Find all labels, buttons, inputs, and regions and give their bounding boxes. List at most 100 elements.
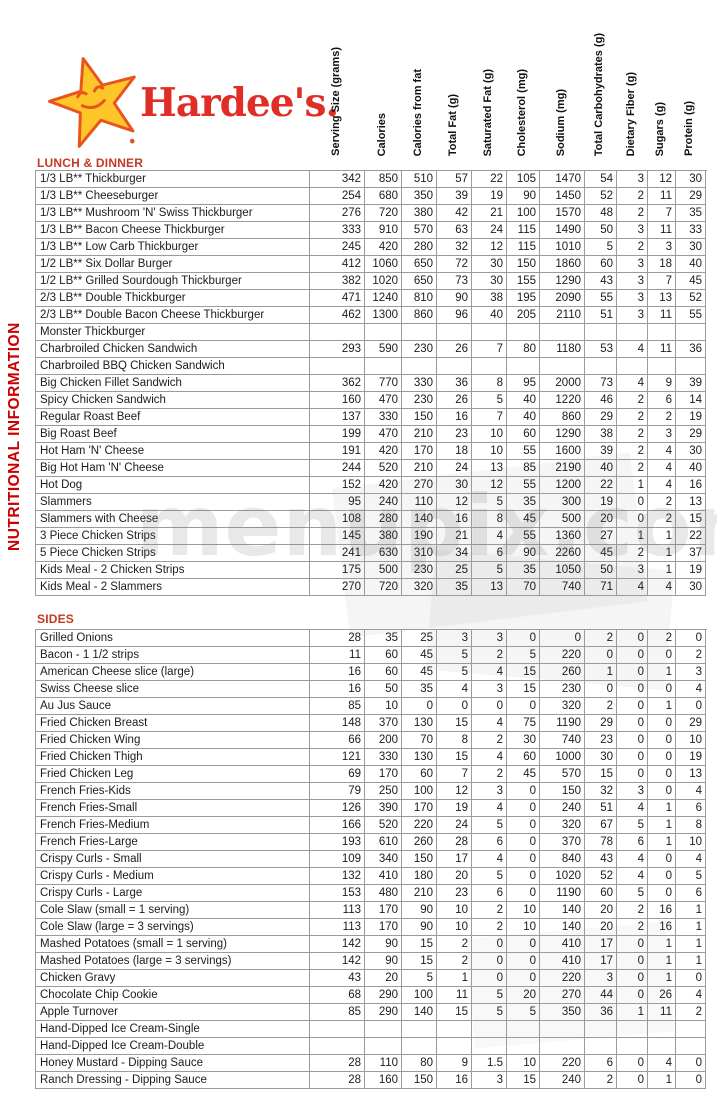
value-cell: 470 — [365, 392, 402, 409]
value-cell: 0 — [676, 630, 706, 647]
table-row: Grilled Onions 28 35 25 3 3 0 0 2 0 2 0 — [36, 630, 707, 647]
section-title-lunch-dinner: LUNCH & DINNER — [37, 156, 144, 170]
value-cell: 70 — [402, 732, 437, 749]
value-cell: 36 — [437, 375, 472, 392]
value-cell: 6 — [617, 834, 648, 851]
item-name: Cole Slaw (large = 3 servings) — [36, 919, 310, 936]
value-cell: 2 — [676, 1004, 706, 1021]
table-row: 1/2 LB** Six Dollar Burger 412 1060 650 72 30… — [36, 256, 707, 273]
value-cell: 51 — [585, 307, 617, 324]
value-cell: 109 — [310, 851, 365, 868]
item-name: Big Hot Ham 'N' Cheese — [36, 460, 310, 477]
value-cell: 19 — [676, 562, 706, 579]
value-cell: 73 — [585, 375, 617, 392]
value-cell: 0 — [472, 970, 507, 987]
value-cell: 30 — [676, 443, 706, 460]
table-row: 1/3 LB** Thickburger 342 850 510 57 22 105 1470… — [36, 171, 707, 188]
value-cell: 30 — [676, 239, 706, 256]
value-cell: 1 — [648, 698, 676, 715]
value-cell: 1 — [648, 528, 676, 545]
table-row: 1/3 LB** Bacon Cheese Thickburger 333 910 5… — [36, 222, 707, 239]
value-cell: 1860 — [540, 256, 585, 273]
value-cell: 60 — [585, 885, 617, 902]
value-cell: 4 — [472, 800, 507, 817]
value-cell: 10 — [472, 443, 507, 460]
table-row: Honey Mustard - Dipping Sauce 28 110 80 9 1.5… — [36, 1055, 707, 1072]
value-cell: 35 — [402, 681, 437, 698]
table-row: American Cheese slice (large) 16 60 45 5 4 15 2… — [36, 664, 707, 681]
value-cell: 100 — [402, 783, 437, 800]
value-cell: 5 — [676, 868, 706, 885]
value-cell: 43 — [585, 851, 617, 868]
value-cell: 63 — [437, 222, 472, 239]
value-cell — [402, 358, 437, 375]
value-cell: 350 — [540, 1004, 585, 1021]
value-cell: 1200 — [540, 477, 585, 494]
table-row: Ranch Dressing - Dipping Sauce 28 160 150 16… — [36, 1072, 707, 1089]
value-cell: 60 — [507, 749, 540, 766]
value-cell: 0 — [472, 698, 507, 715]
item-name: Monster Thickburger — [36, 324, 310, 341]
value-cell: 570 — [402, 222, 437, 239]
value-cell — [617, 324, 648, 341]
value-cell: 130 — [402, 749, 437, 766]
value-cell: 1000 — [540, 749, 585, 766]
value-cell: 68 — [310, 987, 365, 1004]
value-cell: 50 — [585, 562, 617, 579]
value-cell: 420 — [365, 443, 402, 460]
hardees-logo: Hardee's. — [46, 50, 339, 150]
value-cell: 0 — [507, 834, 540, 851]
value-cell: 1 — [648, 834, 676, 851]
value-cell: 720 — [365, 205, 402, 222]
value-cell: 15 — [402, 953, 437, 970]
value-cell: 5 — [507, 647, 540, 664]
value-cell — [365, 358, 402, 375]
table-row: Big Chicken Fillet Sandwich 362 770 330 36 8 9… — [36, 375, 707, 392]
value-cell: 6 — [472, 834, 507, 851]
value-cell: 150 — [507, 256, 540, 273]
value-cell: 45 — [507, 511, 540, 528]
value-cell: 280 — [402, 239, 437, 256]
value-cell: 10 — [676, 834, 706, 851]
value-cell — [472, 358, 507, 375]
value-cell: 380 — [365, 528, 402, 545]
value-cell — [540, 358, 585, 375]
value-cell: 16 — [676, 477, 706, 494]
table-row: Slammers with Cheese 108 280 140 16 8 45 500 20 0… — [36, 511, 707, 528]
value-cell: 4 — [648, 443, 676, 460]
item-name: Regular Roast Beef — [36, 409, 310, 426]
value-cell: 29 — [676, 188, 706, 205]
value-cell: 27 — [585, 528, 617, 545]
value-cell: 75 — [507, 715, 540, 732]
value-cell: 5 — [472, 868, 507, 885]
item-name: Chicken Gravy — [36, 970, 310, 987]
value-cell: 270 — [540, 987, 585, 1004]
value-cell — [437, 358, 472, 375]
column-header: Sugars (g) — [647, 4, 675, 156]
value-cell — [402, 324, 437, 341]
item-name: Chocolate Chip Cookie — [36, 987, 310, 1004]
column-header-label: Sugars (g) — [654, 101, 666, 156]
item-name: 5 Piece Chicken Strips — [36, 545, 310, 562]
value-cell: 210 — [402, 885, 437, 902]
value-cell: 38 — [585, 426, 617, 443]
value-cell: 1 — [648, 953, 676, 970]
value-cell: 170 — [365, 766, 402, 783]
value-cell: 4 — [676, 851, 706, 868]
value-cell: 0 — [617, 664, 648, 681]
value-cell: 126 — [310, 800, 365, 817]
value-cell: 15 — [676, 511, 706, 528]
value-cell: 166 — [310, 817, 365, 834]
item-name: Grilled Onions — [36, 630, 310, 647]
value-cell: 100 — [507, 205, 540, 222]
value-cell — [617, 1038, 648, 1055]
value-cell: 0 — [507, 936, 540, 953]
value-cell: 3 — [617, 256, 648, 273]
value-cell: 1 — [676, 902, 706, 919]
value-cell: 15 — [507, 664, 540, 681]
value-cell: 42 — [437, 205, 472, 222]
value-cell: 1600 — [540, 443, 585, 460]
value-cell: 28 — [310, 630, 365, 647]
column-header-label: Dietary Fiber (g) — [624, 71, 637, 156]
value-cell: 40 — [676, 256, 706, 273]
